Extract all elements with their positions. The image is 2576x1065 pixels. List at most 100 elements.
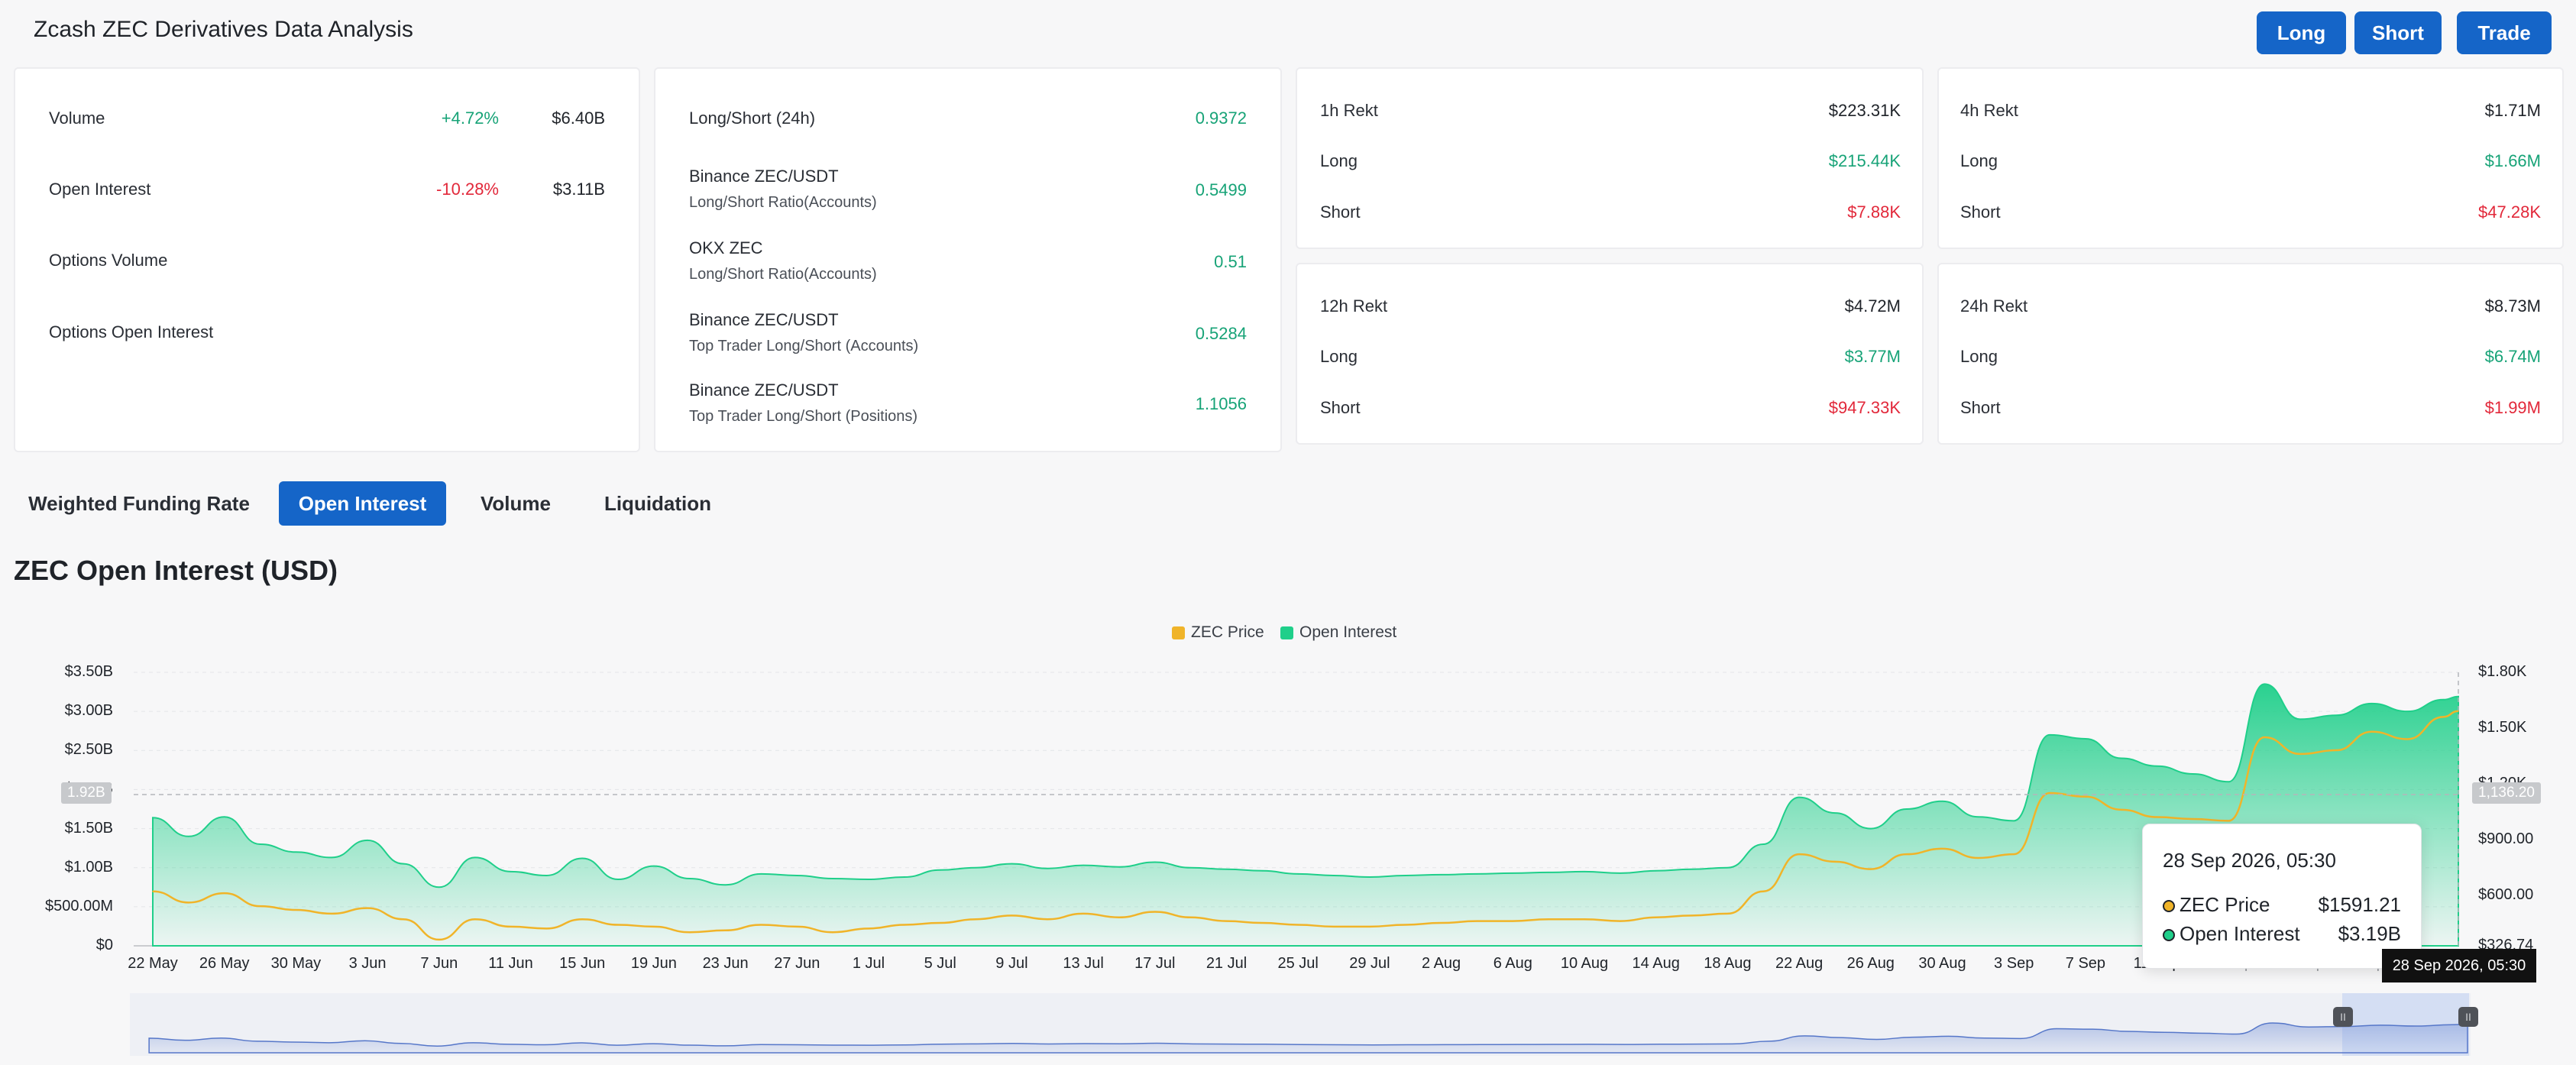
zec-price-point [1798,853,1800,855]
open-interest-point [2458,695,2459,698]
open-interest-point [1655,870,1657,872]
legend-label: ZEC Price [1191,623,1264,641]
rekt-long-value: $3.77M [1844,347,1901,366]
zec-price-point [2299,753,2301,755]
short-button[interactable]: Short [2354,11,2442,54]
legend-label: Open Interest [1299,623,1397,641]
zec-price-point [1727,913,1729,914]
zec-price-point [295,909,297,911]
zec-price-point [188,902,189,904]
zec-price-point [581,918,583,920]
open-interest-point [760,873,762,875]
y-left-tick-label: $3.50B [64,663,113,680]
tooltip-oi-value: $3.19B [2338,922,2401,945]
zec-price-point [2371,730,2373,733]
ratio-value: 1.1056 [1195,394,1247,413]
navigator-left-handle[interactable]: II [2333,1007,2353,1027]
overview-card: Volume +4.72% $6.40B Open Interest -10.2… [14,67,640,452]
trade-button[interactable]: Trade [2457,11,2552,54]
open-interest-point [1512,872,1514,874]
open-interest-point [1011,863,1013,865]
rekt-long-value: $1.66M [2484,151,2541,170]
zec-price-point [688,931,691,933]
legend-item-open-interest[interactable]: Open Interest [1280,623,1396,642]
y-right-tick-label: $1.80K [2478,663,2527,680]
open-interest-point [1369,876,1371,878]
y-left-tick-label: $500.00M [45,897,113,914]
crosshair-left-value: 1.92B [61,782,112,804]
y-left-tick-label: $1.50B [64,819,113,837]
x-tick-label: 14 Aug [1632,955,1680,972]
open-interest-point [331,856,333,859]
open-interest-point [1870,827,1872,830]
rekt-12h-card: 12h Rekt $4.72M Long $3.77M Short $947.33K [1296,263,1924,445]
zec-price-point [975,918,977,920]
open-interest-point [367,840,368,841]
navigator-right-handle[interactable]: II [2458,1007,2478,1027]
x-tick-label: 26 Aug [1846,955,1895,972]
zec-price-point [1189,916,1192,918]
zec-price-point [1762,890,1765,892]
rekt-short-label: Short [1320,202,1361,222]
open-interest-point [1189,866,1192,869]
tab-liquidation[interactable]: Liquidation [604,491,712,515]
zec-price-point [1941,848,1943,850]
tab-volume[interactable]: Volume [481,491,551,515]
open-interest-point [1047,867,1049,869]
x-tick-label: 9 Jul [995,955,1028,972]
open-interest-point [1404,875,1406,876]
rekt-short-value: $947.33K [1828,398,1901,417]
rekt-short-value: $47.28K [2478,202,2541,222]
open-interest-point [2049,734,2050,736]
open-interest-point [1297,873,1299,875]
x-tick-label: 18 Aug [1704,955,1752,972]
zec-price-point [1404,924,1406,926]
ratio-title: Long/Short (24h) [689,108,816,128]
x-tick-label: 17 Jul [1134,955,1176,972]
ratio-title: Binance ZEC/USDT [689,380,839,400]
zec-price-point [2458,710,2459,712]
zec-price-point [2406,738,2409,740]
open-interest-swatch [1280,626,1293,639]
volume-label: Volume [49,108,105,128]
zec-price-point [474,918,476,920]
legend-item-price[interactable]: ZEC Price [1172,623,1264,642]
navigator-track[interactable] [130,993,2471,1056]
zec-price-point [1584,918,1585,920]
rekt-1h-card: 1h Rekt $223.31K Long $215.44K Short $7.88K [1296,67,1924,249]
zec-price-point [367,907,368,909]
zec-price-point [2013,853,2015,855]
rekt-total: $1.71M [2484,101,2541,120]
long-button[interactable]: Long [2257,11,2346,54]
volume-change: +4.72% [441,108,499,128]
open-interest-point [2335,714,2337,717]
zec-price-point [724,929,727,931]
open-interest-point [1798,796,1800,798]
rekt-title: 4h Rekt [1960,101,2018,120]
tab-open-interest[interactable]: Open Interest [279,481,446,526]
zec-price-point [1118,916,1120,918]
zec-price-point [832,931,833,933]
ratio-subtitle: Long/Short Ratio(Accounts) [689,194,877,211]
zec-price-point [2192,818,2194,820]
open-interest-point [474,856,476,859]
rekt-short-label: Short [1960,202,2001,222]
zec-price-point [760,924,762,926]
navigator-window[interactable] [2342,993,2469,1056]
open-interest-dot-icon [2163,929,2175,942]
zec-price-point [1369,926,1371,927]
tab-weighted-funding-rate[interactable]: Weighted Funding Rate [28,491,250,515]
y-right-tick-label: $600.00 [2478,885,2534,903]
open-interest-point [1977,816,1979,818]
zec-price-point [510,926,512,927]
open-interest-change: -10.28% [436,180,499,199]
open-interest-point [223,816,225,818]
open-interest-point [295,851,297,853]
x-tick-label: 22 May [128,955,178,972]
zec-price-point [1011,914,1013,917]
open-interest-point [152,817,154,819]
zec-price-point [1440,922,1442,924]
ratio-value: 0.5499 [1195,180,1247,199]
tooltip-date: 28 Sep 2026, 05:30 [2163,849,2336,872]
x-tick-label: 5 Jul [924,955,956,972]
